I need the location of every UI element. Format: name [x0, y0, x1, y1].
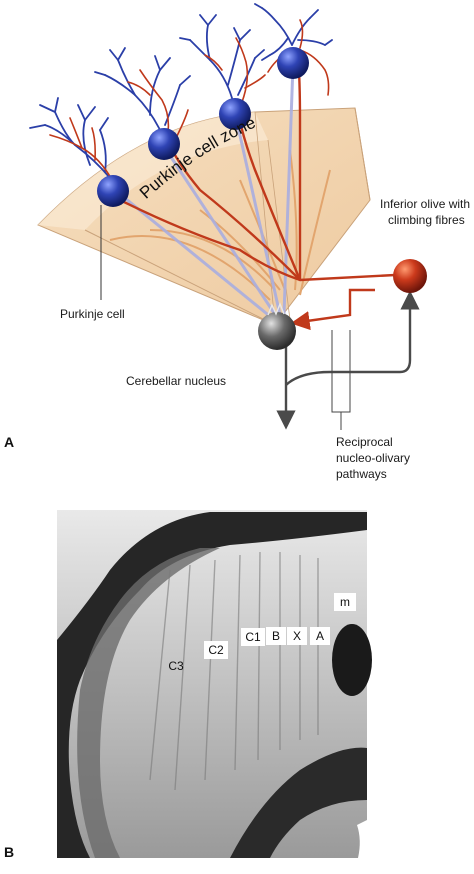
- zone-label-A: A: [310, 627, 330, 645]
- panel-a-letter: A: [4, 434, 14, 450]
- zone-label-C2: C2: [204, 641, 228, 659]
- micrograph: [57, 510, 372, 858]
- zone-label-C3: C3: [168, 659, 184, 673]
- cerebellar-nucleus-cell: [258, 312, 296, 350]
- svg-text:m: m: [340, 595, 350, 609]
- zone-label-C1: C1: [241, 628, 265, 646]
- svg-text:C2: C2: [208, 643, 224, 657]
- nucleo-olivary-pathways: [286, 300, 410, 420]
- purkinje-cell-label: Purkinje cell: [60, 307, 125, 321]
- inferior-olive-cell: [393, 259, 427, 293]
- purkinje-cell-body-4: [277, 47, 309, 79]
- svg-text:X: X: [293, 629, 301, 643]
- inferior-olive-label-line1: Inferior olive with: [380, 197, 470, 211]
- zone-label-m: m: [334, 593, 356, 611]
- cerebellar-nucleus-label: Cerebellar nucleus: [126, 374, 226, 388]
- svg-text:C3: C3: [168, 659, 184, 673]
- svg-text:B: B: [272, 629, 280, 643]
- zone-label-X: X: [287, 627, 307, 645]
- inferior-olive-label-line2: climbing fibres: [388, 213, 465, 227]
- panel-b-letter: B: [4, 844, 14, 860]
- panel-a: Purkinje cell zone Purkinje cell Cerebel…: [4, 4, 470, 481]
- svg-text:C1: C1: [245, 630, 261, 644]
- reciprocal-label-line1: Reciprocal: [336, 435, 393, 449]
- zone-label-B: B: [266, 627, 286, 645]
- purkinje-cell-body-1: [97, 175, 129, 207]
- reciprocal-label-line3: pathways: [336, 467, 387, 481]
- purkinje-cell-body-2: [148, 128, 180, 160]
- svg-text:A: A: [316, 629, 324, 643]
- reciprocal-label-line2: nucleo-olivary: [336, 451, 410, 465]
- panel-b: m A X B C1 C2 C3 B: [4, 510, 372, 860]
